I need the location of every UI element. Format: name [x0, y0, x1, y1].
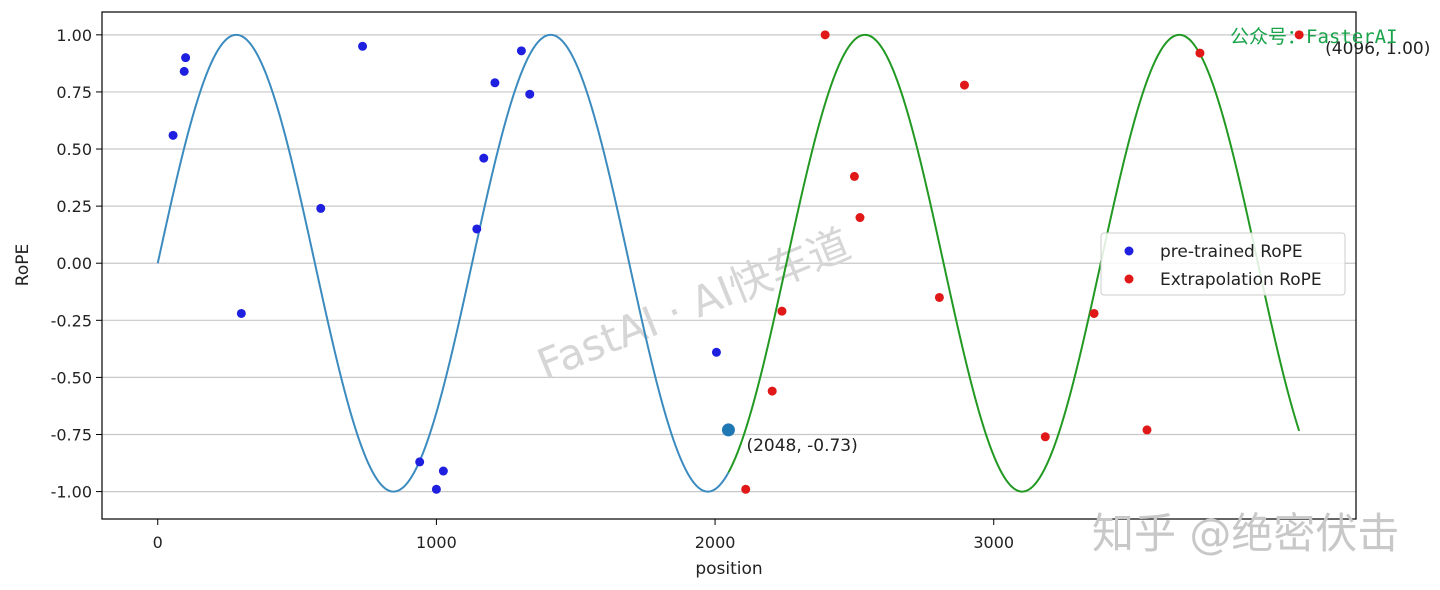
- extrapolation-point: [1142, 425, 1152, 435]
- x-tick-label: 1000: [416, 533, 457, 552]
- scatter-points: [168, 30, 1304, 494]
- pretrained-point: [431, 484, 441, 494]
- pretrained-point: [181, 53, 191, 63]
- extrapolation-point: [934, 292, 944, 302]
- pretrained-point: [415, 457, 425, 467]
- x-axis-title: position: [695, 559, 762, 579]
- pretrained-point: [168, 130, 178, 140]
- y-tick-label: 0.00: [56, 254, 92, 273]
- pretrained-point: [316, 203, 326, 213]
- extrapolation-point: [1294, 30, 1304, 40]
- y-tick-label: -1.00: [51, 483, 92, 502]
- y-tick-label: 0.25: [56, 197, 92, 216]
- x-tick-label: 0: [153, 533, 163, 552]
- legend-label-extrapolation: Extrapolation RoPE: [1160, 270, 1322, 290]
- x-tick-label: 2000: [695, 533, 736, 552]
- pretrained-curve: [156, 33, 730, 493]
- legend-box: [1100, 232, 1346, 296]
- annotation-2048: (2048, -0.73): [746, 436, 857, 456]
- highlight-point: [721, 423, 735, 437]
- extrapolation-point: [1089, 308, 1099, 318]
- y-tick-label: 0.75: [56, 83, 92, 102]
- y-tick-label: -0.75: [51, 426, 92, 445]
- pretrained-point: [516, 46, 526, 56]
- y-axis-ticks: 1.00 0.75 0.50 0.25 0.00 -0.25 -0.50 -0.75 -1.00: [51, 26, 102, 502]
- y-tick-label: 1.00: [56, 26, 92, 45]
- y-tick-label: 0.50: [56, 140, 92, 159]
- grid-lines: [102, 34, 1356, 493]
- center-watermark: FastAI · AI快车道: [530, 219, 857, 389]
- extrapolation-point: [1195, 48, 1205, 58]
- annotation-4096: (4096, 1.00): [1325, 39, 1430, 59]
- bottom-right-watermark: 知乎 @绝密伏击: [1092, 509, 1399, 558]
- y-axis-title: RoPE: [13, 244, 33, 286]
- x-axis-ticks: 0 1000 2000 3000: [153, 519, 1014, 552]
- y-tick-label: -0.50: [51, 368, 92, 387]
- pretrained-point: [236, 308, 246, 318]
- legend-marker-pretrained: [1124, 246, 1134, 256]
- extrapolation-point: [959, 80, 969, 90]
- x-tick-label: 3000: [973, 533, 1014, 552]
- extrapolation-point: [741, 484, 751, 494]
- pretrained-point: [525, 89, 535, 99]
- top-right-watermark: 公众号：FasterAI: [1230, 26, 1398, 48]
- extrapolation-point: [767, 386, 777, 396]
- extrapolation-curve: [727, 33, 1301, 493]
- pretrained-point: [711, 347, 721, 357]
- extrapolation-point: [1040, 432, 1050, 442]
- legend: pre-trained RoPE Extrapolation RoPE: [1100, 232, 1346, 296]
- legend-marker-extrapolation: [1124, 274, 1134, 284]
- pretrained-point: [479, 153, 489, 163]
- extrapolation-point: [777, 306, 787, 316]
- pretrained-point: [179, 66, 189, 76]
- pretrained-point: [490, 78, 500, 88]
- pretrained-point: [472, 224, 482, 234]
- sine-curves: [156, 33, 1301, 493]
- plot-frame: [101, 11, 1357, 520]
- pretrained-point: [438, 466, 448, 476]
- y-tick-label: -0.25: [51, 311, 92, 330]
- pretrained-point: [358, 41, 368, 51]
- extrapolation-point: [855, 213, 865, 223]
- legend-label-pretrained: pre-trained RoPE: [1160, 242, 1303, 262]
- extrapolation-point: [849, 171, 859, 181]
- extrapolation-point: [820, 30, 830, 40]
